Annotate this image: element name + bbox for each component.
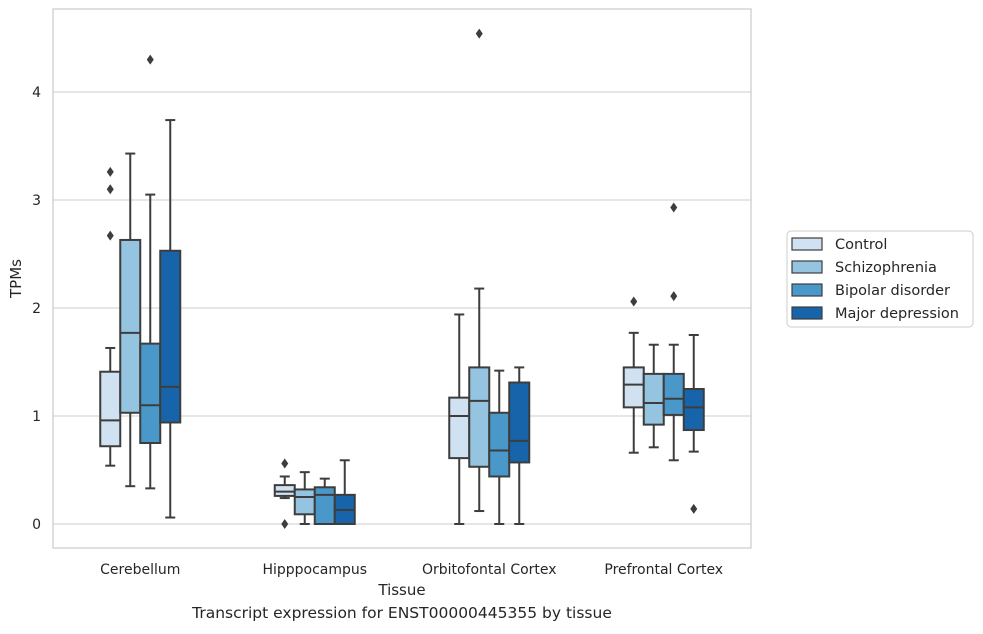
legend-label: Schizophrenia [835,260,937,276]
outlier-point [106,184,114,195]
legend-swatch [791,260,823,274]
outlier-point [690,503,698,514]
outlier-point [281,519,289,529]
y-axis-label: TPMs [7,259,25,299]
y-tick-label: 0 [32,517,41,533]
x-tick-label: Orbitofontal Cortex [422,562,557,578]
legend: Control Schizophrenia Bipolar disorder Majo… [786,230,974,328]
x-tick-label: Cerebellum [100,562,180,578]
legend-item: Control [791,237,887,253]
box [468,366,491,468]
legend-label: Control [835,237,887,253]
box [119,238,142,414]
outlier-point [475,28,483,39]
box [508,381,531,464]
box-group [313,477,336,525]
box [488,411,511,478]
plot-frame [52,8,752,549]
box [682,388,705,432]
x-axis-ticks: Cerebellum Hipppocampus Orbitofontal Corte… [100,562,723,578]
outlier-point [670,202,678,213]
x-axis-label: Tissue [377,581,425,599]
figure-caption: Transcript expression for ENST0000044535… [192,604,612,622]
box [313,486,336,525]
box-group [139,54,162,490]
box-group [293,471,316,525]
box-group [448,313,471,525]
legend-item: Bipolar disorder [791,283,950,299]
y-tick-label: 3 [32,193,41,209]
box [99,370,122,448]
outlier-point [146,54,154,65]
legend-label: Major depression [835,306,959,322]
box-group [682,334,705,514]
outlier-point [106,230,114,241]
box-group [273,458,296,529]
outlier-point [106,166,114,177]
box [642,372,665,426]
box-group [99,166,122,467]
plot-area [99,28,705,529]
outlier-point [670,291,678,302]
legend-swatch [791,283,823,297]
legend-item: Schizophrenia [791,260,937,276]
y-tick-label: 2 [32,301,41,317]
y-tick-label: 4 [32,85,41,101]
x-tick-label: Hipppocampus [262,562,367,578]
legend-label: Bipolar disorder [835,283,950,299]
box-group [622,296,645,454]
box-group [642,343,665,449]
box [622,366,645,409]
legend-item: Major depression [791,306,959,322]
legend-frame [786,230,974,328]
box-group [333,459,356,525]
box-group [662,202,685,462]
box [448,396,471,460]
box [293,488,316,516]
box [159,249,182,424]
outlier-point [630,296,638,307]
legend-swatch [791,237,823,251]
box-group [468,28,491,513]
box-group [488,369,511,525]
x-tick-label: Prefrontal Cortex [604,562,723,578]
box-group [119,152,142,488]
y-tick-label: 1 [32,409,41,425]
legend-swatch [791,306,823,320]
box [139,342,162,445]
outlier-point [281,458,289,469]
box-group [159,119,182,519]
y-axis-ticks: 0 1 2 3 4 [32,85,41,533]
box [662,372,685,416]
box [273,484,296,497]
gridlines [53,91,751,525]
box-group [508,366,531,525]
